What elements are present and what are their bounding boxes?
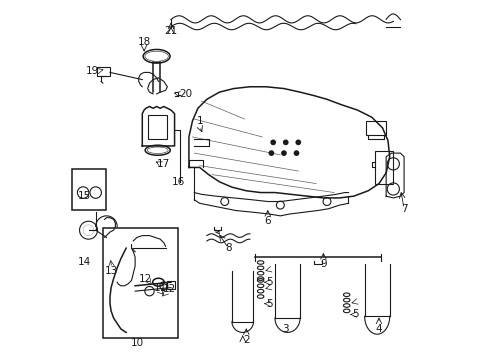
Text: 4: 4	[375, 324, 382, 334]
Bar	[72, 169, 106, 211]
Bar	[366, 121, 386, 135]
Text: 12: 12	[139, 274, 152, 284]
Text: 8: 8	[224, 243, 231, 253]
Circle shape	[270, 139, 276, 145]
Text: 9: 9	[320, 259, 326, 269]
Text: 6: 6	[264, 216, 270, 226]
Bar	[97, 67, 110, 76]
Text: 18: 18	[137, 37, 150, 47]
Circle shape	[281, 150, 286, 156]
Text: 11: 11	[153, 283, 166, 293]
Circle shape	[282, 139, 288, 145]
Text: 5: 5	[266, 299, 272, 309]
Text: 15: 15	[78, 191, 91, 201]
Text: 10: 10	[130, 338, 143, 348]
Text: 5: 5	[266, 277, 272, 287]
Text: 7: 7	[400, 204, 407, 214]
Text: 3: 3	[282, 324, 288, 334]
Circle shape	[268, 150, 274, 156]
Text: 12: 12	[162, 284, 176, 294]
Circle shape	[293, 150, 299, 156]
Bar	[102, 228, 178, 338]
Bar	[167, 281, 174, 289]
Text: 13: 13	[105, 266, 118, 276]
Text: 1: 1	[196, 116, 203, 126]
Text: 2: 2	[243, 334, 249, 345]
Text: 19: 19	[85, 66, 99, 76]
Text: 17: 17	[157, 159, 170, 169]
Bar	[147, 116, 167, 139]
Circle shape	[295, 139, 301, 145]
Text: 21: 21	[164, 26, 177, 36]
Text: 16: 16	[171, 177, 184, 187]
Text: 5: 5	[352, 310, 358, 319]
Text: 14: 14	[78, 257, 91, 267]
Text: 20: 20	[179, 89, 191, 99]
